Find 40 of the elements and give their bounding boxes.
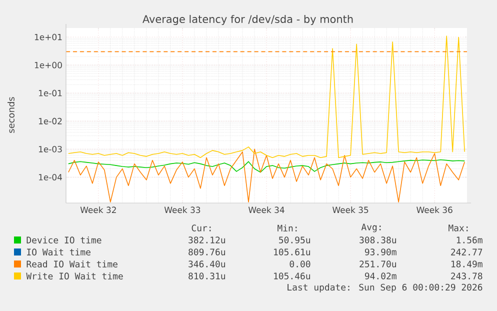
x-tick-label: Week 35 [332,206,368,214]
legend-label: IO Wait time [27,248,90,256]
text: 810.31u [188,272,226,280]
legend-label: Read IO Wait time [26,260,118,268]
y-tick-label: 1e+01 [34,34,62,40]
text: Max: [448,224,468,232]
x-tick-label: Week 34 [248,206,284,214]
text: 242.77 [451,248,482,256]
text: 308.38u [360,236,396,244]
x-tick-label: Week 33 [164,206,200,214]
legend-label: Device IO time [26,236,102,244]
x-tick-label: Week 32 [80,206,116,214]
y-tick-label: 1e-02 [38,118,62,124]
line-series [68,159,466,173]
text: 809.76u [188,248,226,256]
y-tick-label: 1e+00 [34,62,62,68]
text: 94.02m [364,272,396,280]
text: 105.61u [274,248,310,256]
y-tick-label: 1e-01 [38,90,62,96]
text: 243.78 [451,272,482,280]
text: Min: [278,224,297,232]
text: Cur: [192,224,211,232]
chart-title: Average latency for /dev/sda - by month [142,14,353,26]
text: 0.00 [290,260,310,268]
y-tick-label: 1e-03 [38,146,62,152]
text: 382.12u [188,236,226,244]
text: 346.40u [188,260,226,268]
y-axis-title: seconds [8,97,14,133]
text: 1.56m [456,236,482,244]
text: 251.70u [360,260,396,268]
text: 50.95u [279,236,310,244]
text: 105.46u [274,272,310,280]
text: 93.90m [364,248,396,256]
x-tick-label: Week 36 [416,206,452,214]
line-series [68,36,466,158]
y-tick-label: 1e-04 [38,174,62,180]
text: 18.49m [451,260,482,268]
text: Avg: [361,224,381,232]
legend-label: Write IO Wait time [26,272,123,280]
text: Last update: Sun Sep 6 00:00:29 2026 [288,284,482,292]
